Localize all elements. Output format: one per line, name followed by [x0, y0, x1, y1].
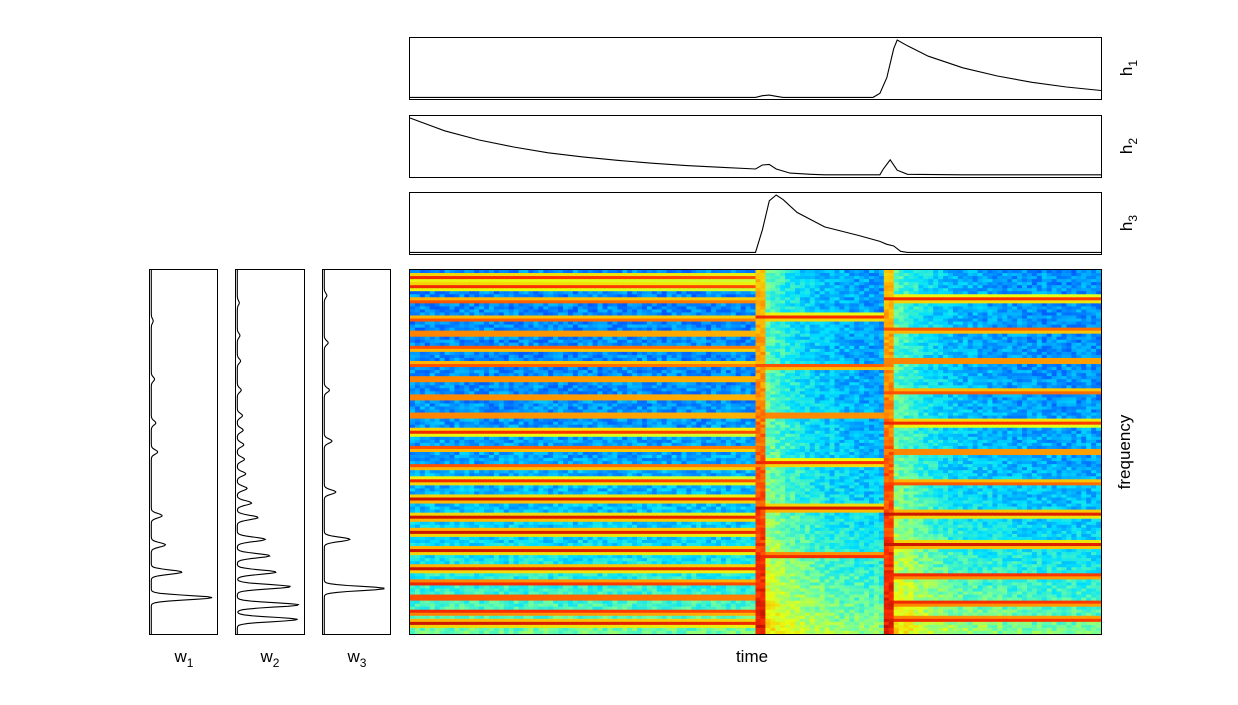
- h3-frame: [410, 193, 1102, 255]
- spectrogram-heatmap: [410, 270, 1102, 635]
- h1-frame: [410, 38, 1102, 100]
- template-panel-w1: w1: [150, 270, 218, 671]
- spectrogram-panel: time frequency: [410, 270, 1135, 667]
- h1-curve: [410, 40, 1101, 97]
- activation-panel-h3: h3: [410, 193, 1141, 255]
- h3-curve: [410, 195, 1101, 252]
- w2-frame: [236, 270, 305, 635]
- template-panel-w2: w2: [236, 270, 305, 671]
- h2-label: h2: [1117, 138, 1140, 154]
- h3-label: h3: [1117, 215, 1140, 231]
- w1-curve: [151, 270, 212, 634]
- h2-curve: [410, 118, 1101, 175]
- activation-panel-h2: h2: [410, 116, 1141, 178]
- w1-frame: [150, 270, 218, 635]
- activation-panel-h1: h1: [410, 38, 1141, 100]
- w2-curve: [237, 270, 298, 634]
- w1-label: w1: [174, 647, 194, 670]
- template-panel-w3: w3: [323, 270, 391, 671]
- h1-label: h1: [1117, 60, 1140, 76]
- w2-label: w2: [260, 647, 280, 670]
- w3-curve: [324, 270, 384, 634]
- w3-frame: [323, 270, 391, 635]
- w3-label: w3: [347, 647, 367, 670]
